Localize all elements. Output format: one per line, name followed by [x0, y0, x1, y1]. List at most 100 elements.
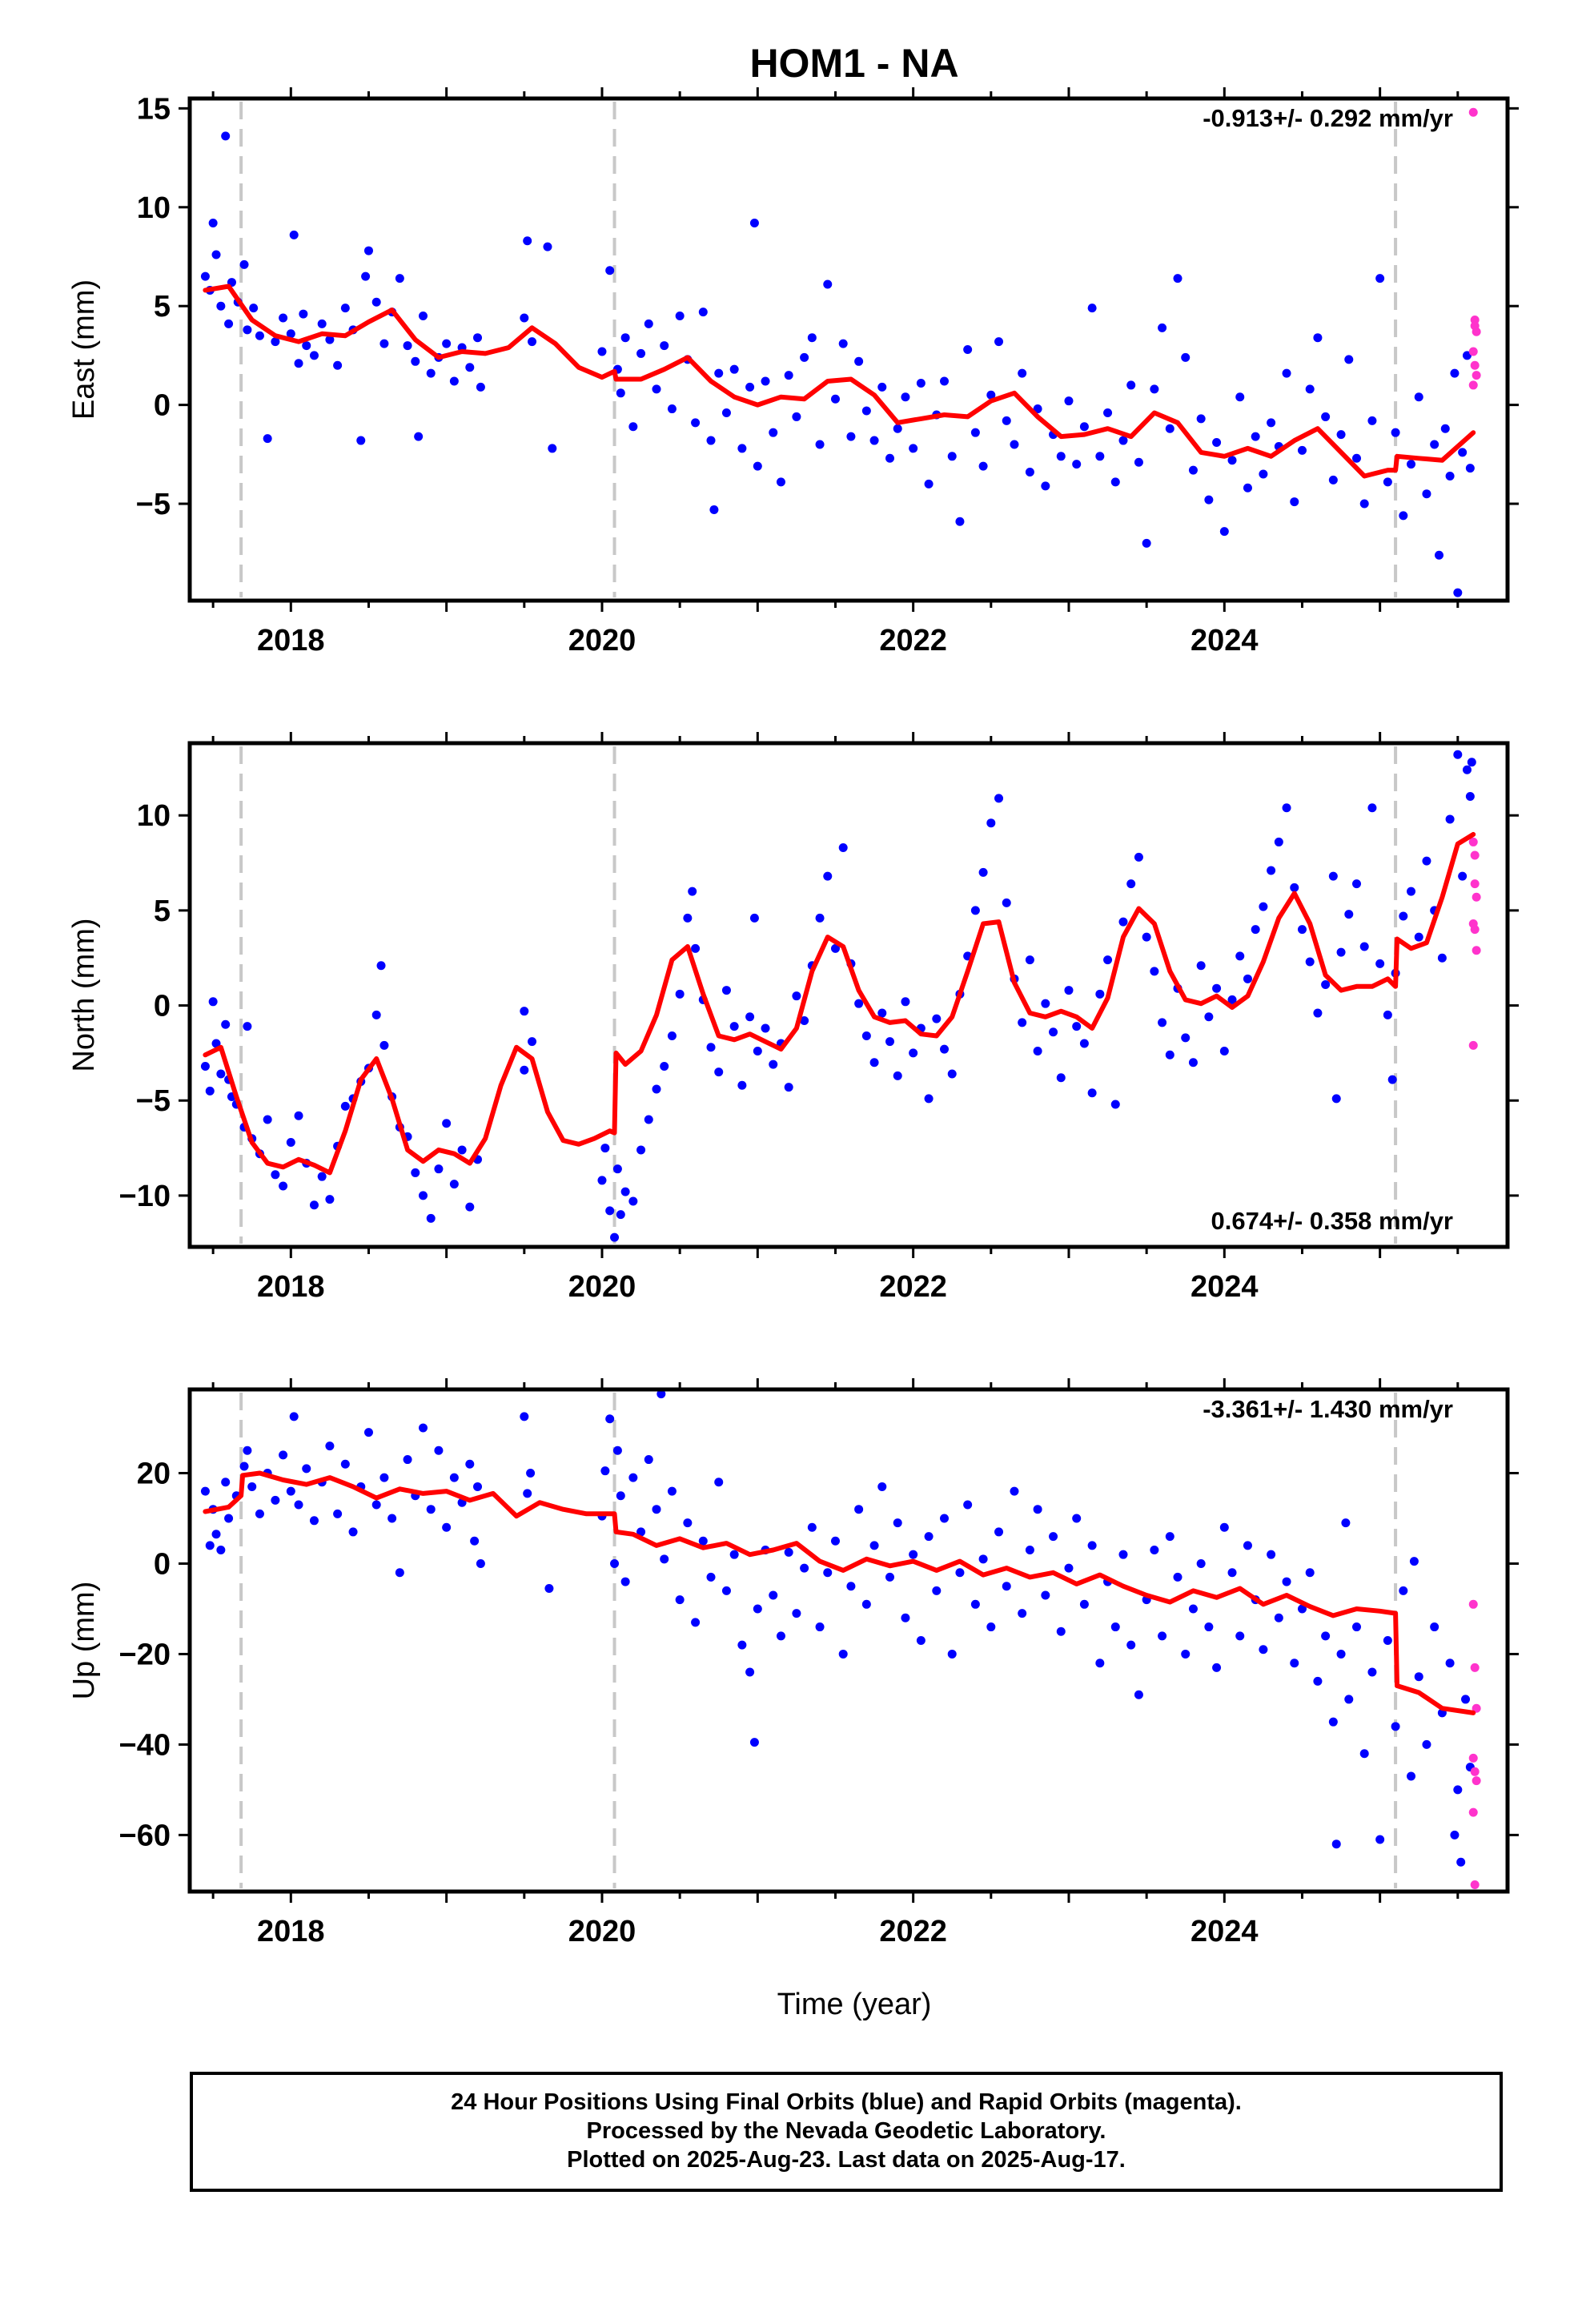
final-orbit-point — [1430, 1622, 1439, 1632]
final-orbit-point — [1465, 791, 1475, 801]
final-orbit-point — [1165, 1050, 1174, 1059]
final-orbit-point — [597, 1176, 607, 1185]
final-orbit-point — [769, 1590, 778, 1600]
final-orbit-point — [211, 250, 221, 259]
final-orbit-point — [1181, 1033, 1191, 1043]
panel-1: 15 10 5 0 −5 2018 2020 2022 2024 East (mm) -0.913+… — [67, 87, 1519, 657]
final-orbit-point — [970, 1599, 980, 1609]
final-orbit-point — [1290, 1659, 1299, 1668]
final-orbit-point — [1033, 1047, 1042, 1056]
final-orbit-point — [457, 1145, 467, 1155]
final-orbit-point — [1409, 1557, 1419, 1566]
final-orbit-point — [955, 1568, 965, 1578]
final-orbit-point — [363, 1428, 373, 1437]
final-orbit-point — [395, 1568, 404, 1578]
final-orbit-point — [1453, 588, 1463, 597]
final-orbit-point — [476, 1558, 485, 1568]
final-orbit-point — [986, 818, 996, 828]
final-orbit-point — [1437, 953, 1447, 963]
final-orbit-point — [675, 989, 685, 999]
final-orbit-point — [1243, 1541, 1252, 1550]
final-orbit-point — [1422, 489, 1431, 499]
final-orbit-point — [243, 1445, 252, 1455]
final-orbit-point — [628, 422, 638, 432]
final-orbit-point — [1336, 430, 1346, 440]
final-orbit-point — [893, 1518, 902, 1528]
final-orbit-point — [1173, 1572, 1182, 1582]
final-orbit-point — [1087, 304, 1097, 313]
final-orbit-point — [838, 1649, 848, 1659]
final-orbit-point — [1010, 440, 1019, 449]
final-orbit-point — [737, 1080, 747, 1090]
final-orbit-point — [1134, 457, 1143, 467]
final-orbit-point — [1313, 1008, 1323, 1018]
final-orbit-point — [1407, 887, 1416, 896]
y-tick-label: −40 — [119, 1728, 171, 1762]
final-orbit-point — [1391, 1722, 1400, 1731]
final-orbit-point — [1336, 1649, 1346, 1659]
final-orbit-point — [418, 312, 428, 321]
final-orbit-point — [776, 1631, 785, 1641]
final-orbit-point — [216, 1069, 226, 1079]
final-orbit-point — [807, 1522, 817, 1532]
final-orbit-point — [1087, 1541, 1097, 1550]
final-orbit-point — [947, 1649, 957, 1659]
final-orbit-point — [1110, 1100, 1120, 1109]
final-orbit-point — [709, 505, 719, 514]
final-orbit-point — [1041, 1590, 1050, 1600]
final-orbit-point — [1414, 392, 1423, 402]
final-orbit-point — [1095, 989, 1105, 999]
final-orbit-point — [299, 309, 308, 319]
plot-frame — [187, 96, 1510, 603]
final-orbit-point — [1181, 1649, 1191, 1659]
final-orbit-point — [271, 1170, 280, 1180]
final-orbit-point — [249, 304, 259, 313]
final-orbit-point — [1328, 475, 1338, 485]
final-orbit-point — [909, 444, 918, 453]
final-orbit-point — [1445, 1659, 1455, 1668]
final-orbit-point — [216, 301, 226, 311]
final-orbit-point — [403, 341, 412, 351]
rapid-orbit-point — [1472, 371, 1481, 380]
y-tick-label: 0 — [154, 990, 171, 1023]
final-orbit-point — [1018, 1018, 1027, 1027]
final-orbit-point — [333, 1509, 343, 1518]
rapid-orbit-point — [1468, 1753, 1478, 1763]
final-orbit-point — [675, 1595, 685, 1605]
x-tick-label: 2018 — [257, 1270, 325, 1304]
caption-box: 24 Hour Positions Using Final Orbits (bl… — [190, 2072, 1503, 2192]
x-tick-label: 2022 — [879, 624, 947, 657]
final-orbit-point — [1259, 902, 1268, 911]
final-orbit-point — [379, 339, 389, 348]
final-orbit-point — [994, 1527, 1004, 1537]
final-orbit-point — [1251, 432, 1260, 441]
final-orbit-point — [1196, 961, 1206, 971]
final-orbit-point — [465, 1202, 475, 1212]
final-orbit-point — [1267, 418, 1276, 428]
final-orbit-point — [1445, 471, 1455, 480]
final-orbit-point — [616, 1210, 625, 1220]
final-orbit-point — [1072, 1514, 1082, 1523]
final-orbit-point — [916, 378, 926, 388]
final-orbit-point — [470, 1536, 480, 1546]
final-orbit-point — [414, 432, 424, 441]
final-orbit-point — [1243, 974, 1252, 983]
y-axis-title: East (mm) — [67, 279, 101, 420]
final-orbit-point — [749, 913, 759, 923]
final-orbit-point — [1033, 1505, 1042, 1514]
final-orbit-point — [683, 1518, 693, 1528]
final-orbit-point — [1235, 1631, 1245, 1641]
x-tick-label: 2024 — [1191, 624, 1259, 657]
final-orbit-point — [885, 1037, 894, 1047]
rapid-orbit-point — [1470, 321, 1480, 331]
final-orbit-point — [1134, 852, 1143, 862]
final-orbit-point — [620, 1577, 630, 1586]
final-orbit-point — [769, 428, 778, 437]
final-orbit-point — [753, 1604, 762, 1614]
final-orbit-point — [675, 312, 685, 321]
final-orbit-point — [815, 440, 825, 449]
final-orbit-point — [940, 376, 950, 386]
final-orbit-point — [986, 1622, 996, 1632]
final-orbit-point — [442, 1119, 452, 1128]
final-orbit-point — [442, 1522, 452, 1532]
